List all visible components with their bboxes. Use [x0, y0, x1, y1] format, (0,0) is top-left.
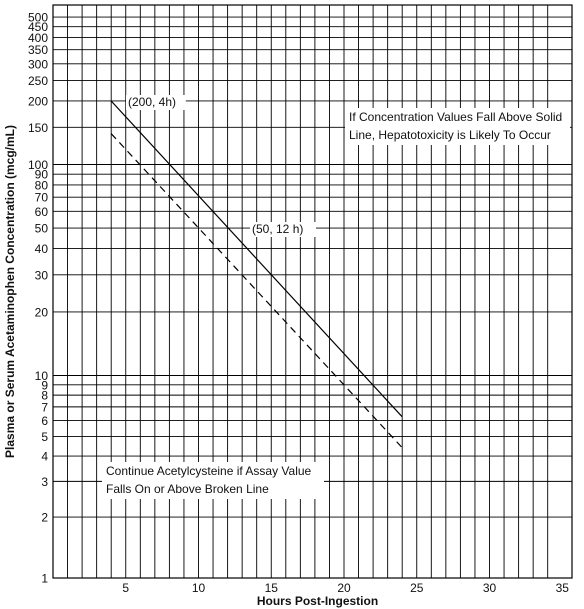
- y-tick-label: 70: [35, 191, 49, 205]
- y-tick-label: 30: [35, 268, 49, 282]
- annotations: (200, 4h) (50, 12 h) If Concentration Valu…: [102, 95, 570, 499]
- y-tick-label: 4: [41, 450, 48, 464]
- y-tick-label: 9: [41, 378, 48, 392]
- y-tick-label: 8: [41, 389, 48, 403]
- x-tick-label: 30: [483, 581, 497, 595]
- solid-hepatotoxicity-line: [110, 100, 403, 418]
- y-tick-label: 300: [28, 57, 48, 71]
- y-tick-label: 1: [41, 572, 48, 586]
- hepatotoxicity-note-line: Line, Hepatotoxicity is Likely To Occur: [349, 128, 551, 142]
- point-label-200-4h: (200, 4h): [128, 95, 176, 109]
- y-tick-label: 5: [41, 430, 48, 444]
- y-tick-label: 40: [35, 242, 49, 256]
- x-tick-label: 10: [192, 581, 206, 595]
- x-tick-label: 35: [556, 581, 570, 595]
- y-tick-label: 100: [28, 158, 48, 172]
- y-tick-label: 6: [41, 414, 48, 428]
- y-tick-label: 90: [35, 168, 49, 182]
- y-axis-label: Plasma or Serum Acetaminophen Concentrat…: [3, 125, 17, 458]
- y-tick-label: 400: [28, 31, 48, 45]
- series-lines: [110, 100, 403, 449]
- y-tick-label: 7: [41, 400, 48, 414]
- tick-labels: 1234567891020304050607080901001502002503…: [28, 11, 569, 595]
- point-label-50-12h-bg: [250, 222, 316, 237]
- y-tick-label: 200: [28, 94, 48, 108]
- plot-frame: [52, 4, 573, 579]
- point-label-50-12h: (50, 12 h): [252, 222, 303, 236]
- y-tick-label: 3: [41, 475, 48, 489]
- x-tick-label: 25: [410, 581, 424, 595]
- y-tick-label: 2: [41, 511, 48, 525]
- y-tick-label: 80: [35, 178, 49, 192]
- y-tick-label: 60: [35, 205, 49, 219]
- x-tick-label: 15: [265, 581, 279, 595]
- y-tick-label: 350: [28, 43, 48, 57]
- x-tick-label: 5: [122, 581, 129, 595]
- point-label-200-4h-bg: [126, 95, 186, 110]
- acetylcysteine-note-line: Continue Acetylcysteine if Assay Value: [106, 464, 312, 478]
- hepatotoxicity-note-bg: [345, 108, 570, 145]
- hepatotoxicity-note-line: If Concentration Values Fall Above Solid: [349, 110, 562, 124]
- acetylcysteine-note-bg: [102, 462, 324, 499]
- y-tick-label: 150: [28, 121, 48, 135]
- x-tick-label: 20: [337, 581, 351, 595]
- y-tick-label: 250: [28, 74, 48, 88]
- y-tick-label: 50: [35, 222, 49, 236]
- y-tick-label: 450: [28, 20, 48, 34]
- y-tick-label: 500: [28, 11, 48, 25]
- acetylcysteine-note-line: Falls On or Above Broken Line: [106, 482, 269, 496]
- x-axis-label: Hours Post-Ingestion: [257, 594, 378, 608]
- y-tick-label: 10: [35, 369, 49, 383]
- y-tick-label: 20: [35, 305, 49, 319]
